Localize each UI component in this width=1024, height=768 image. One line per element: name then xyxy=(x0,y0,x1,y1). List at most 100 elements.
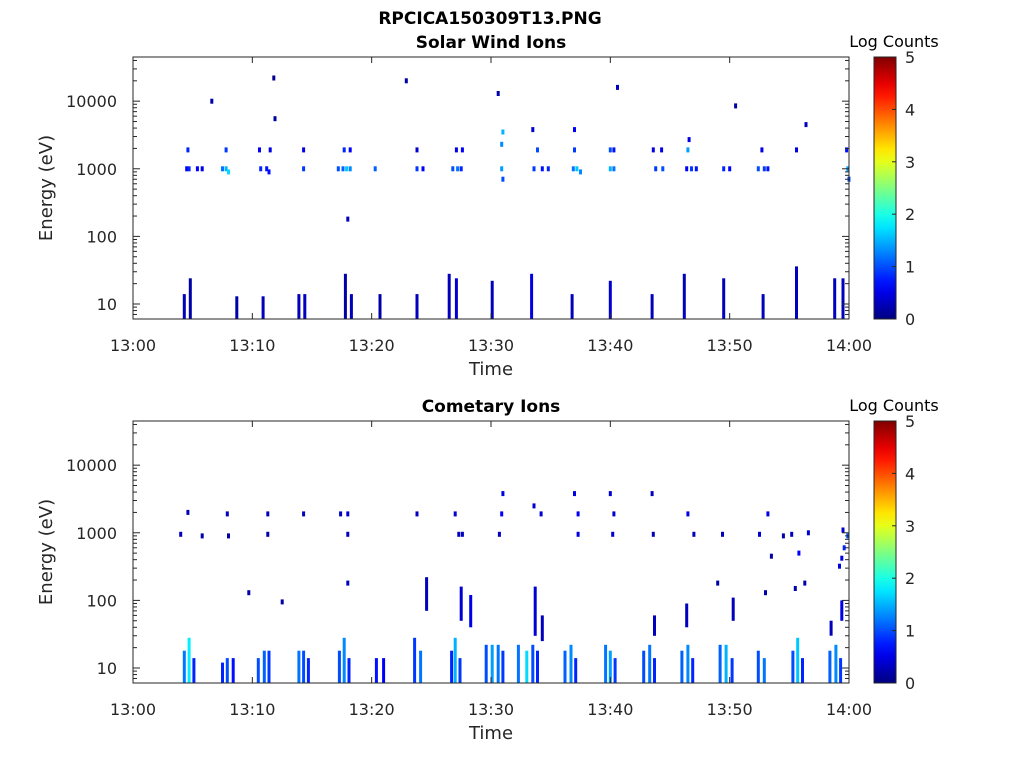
data-bar xyxy=(453,637,457,683)
y-tick-label: 10 xyxy=(97,295,117,314)
y-axis-label: Energy (eV) xyxy=(36,499,57,605)
data-cell xyxy=(186,147,190,153)
x-tick-label: 13:20 xyxy=(349,700,395,719)
data-bar xyxy=(686,644,690,683)
data-bar xyxy=(536,650,539,683)
data-bar xyxy=(653,615,656,636)
data-bar xyxy=(225,658,229,683)
data-cell xyxy=(459,166,463,172)
x-tick-label: 13:00 xyxy=(110,336,156,355)
data-cell xyxy=(302,511,306,517)
data-cell xyxy=(660,147,664,153)
y-tick-label: 10 xyxy=(97,659,117,678)
data-cell xyxy=(346,216,350,222)
data-cell xyxy=(612,166,616,172)
data-cell xyxy=(179,531,183,537)
data-bar xyxy=(413,637,417,683)
y-tick-label: 100 xyxy=(86,227,117,246)
data-marks xyxy=(179,491,850,683)
x-tick-label: 13:50 xyxy=(707,336,753,355)
data-bar xyxy=(454,278,458,319)
data-bar xyxy=(530,273,534,319)
data-cell xyxy=(404,78,408,84)
x-tick-label: 13:50 xyxy=(707,700,753,719)
data-cell xyxy=(258,147,261,153)
colorbar xyxy=(873,420,897,684)
data-bar xyxy=(378,294,382,319)
data-cell xyxy=(224,147,228,153)
data-bar xyxy=(303,294,307,319)
data-bar xyxy=(761,294,765,319)
data-cell xyxy=(573,127,576,133)
data-cell xyxy=(692,531,696,537)
data-cell xyxy=(766,166,770,172)
data-bar xyxy=(261,296,265,319)
data-cell xyxy=(221,166,224,172)
data-cell xyxy=(501,129,505,135)
data-cell xyxy=(758,531,761,537)
data-bar xyxy=(297,294,301,319)
data-cell xyxy=(687,137,691,143)
colorbar-tick-label: 0 xyxy=(905,310,915,329)
data-bar xyxy=(801,658,804,683)
data-cell xyxy=(200,166,204,172)
x-tick-label: 13:30 xyxy=(468,700,514,719)
data-bar xyxy=(256,658,260,683)
data-bar xyxy=(756,650,760,683)
data-bar xyxy=(604,644,608,683)
data-cell xyxy=(650,491,654,497)
data-bar xyxy=(490,280,494,319)
colorbar-tick-label: 1 xyxy=(905,258,915,277)
data-bar xyxy=(347,658,351,683)
data-cell xyxy=(457,531,461,537)
y-tick-label: 10000 xyxy=(66,456,117,475)
data-cell xyxy=(346,531,350,537)
x-tick-label: 13:30 xyxy=(468,336,514,355)
data-bar xyxy=(382,658,386,683)
data-bar xyxy=(425,577,429,611)
data-bar xyxy=(533,586,537,636)
data-bar xyxy=(834,644,838,683)
data-cell xyxy=(348,147,352,153)
panel-title: Cometary Ions xyxy=(422,397,561,417)
data-bar xyxy=(730,658,734,683)
data-cell xyxy=(497,531,501,537)
panel-solar-wind-ions: 13:00 13:10 13:20 13:30 13:40 13:50 14:0010100… xyxy=(36,32,939,380)
data-cell xyxy=(654,166,658,172)
x-tick-label: 13:40 xyxy=(587,336,633,355)
data-cell xyxy=(686,147,690,153)
data-cell xyxy=(460,531,464,537)
data-cell xyxy=(302,166,306,172)
data-cell xyxy=(342,147,346,153)
colorbar-tick-label: 3 xyxy=(905,517,915,536)
data-cell xyxy=(210,98,214,104)
data-bar xyxy=(343,273,347,319)
data-bar xyxy=(540,615,544,642)
data-bar xyxy=(447,273,451,319)
data-cell xyxy=(762,166,766,172)
data-cell xyxy=(546,166,550,172)
data-cell xyxy=(766,511,770,517)
data-cell xyxy=(728,166,732,172)
figure-title: RPCICA150309T13.PNG xyxy=(378,9,601,29)
data-cell xyxy=(539,511,543,517)
data-cell xyxy=(756,166,760,172)
data-bar xyxy=(188,278,192,319)
data-bar xyxy=(262,650,266,683)
data-cell xyxy=(576,531,580,537)
data-cell xyxy=(336,166,340,172)
panel-cometary-ions: 13:00 13:10 13:20 13:30 13:40 13:50 14:0010100… xyxy=(36,396,939,744)
data-bar xyxy=(574,658,578,683)
data-cell xyxy=(500,141,504,147)
data-cell xyxy=(273,116,277,122)
data-cell xyxy=(266,531,270,537)
data-cell xyxy=(842,545,846,551)
data-cell xyxy=(415,166,419,172)
data-cell xyxy=(224,166,228,172)
colorbar xyxy=(873,56,897,320)
y-axis-label: Energy (eV) xyxy=(36,135,57,241)
data-bar xyxy=(349,294,353,319)
data-cell xyxy=(803,580,807,586)
data-bar xyxy=(302,650,306,683)
data-bar xyxy=(484,644,488,683)
